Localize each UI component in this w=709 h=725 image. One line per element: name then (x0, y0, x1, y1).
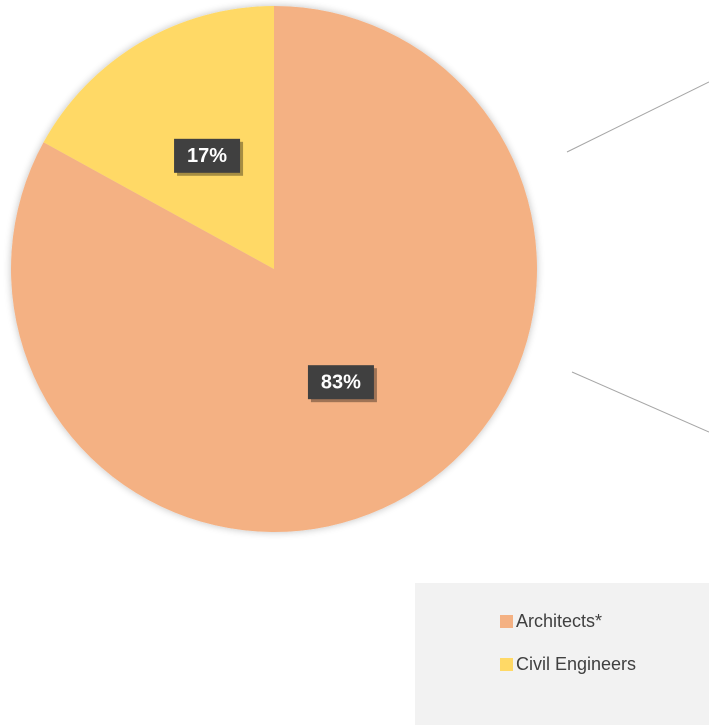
legend-swatch (500, 615, 513, 628)
legend-label: Architects* (516, 611, 602, 631)
data-label: 83% (321, 371, 361, 393)
label-box (307, 365, 374, 400)
legend-label: Civil Engineers (516, 654, 636, 674)
data-label: 17% (187, 145, 227, 167)
legend-box (415, 583, 709, 725)
label-box (174, 138, 241, 173)
connector-line (571, 371, 709, 433)
connector-line (566, 81, 709, 153)
legend-swatch (500, 658, 513, 671)
pie-slice (43, 6, 274, 269)
pie (10, 6, 537, 532)
